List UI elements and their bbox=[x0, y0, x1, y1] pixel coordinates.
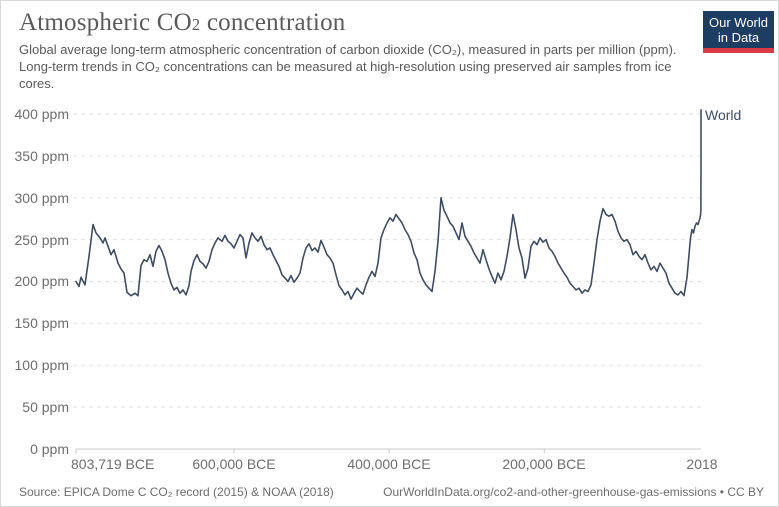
owid-url-link[interactable]: OurWorldInData.org/co2-and-other-greenho… bbox=[383, 485, 764, 499]
title-subscript: 2 bbox=[191, 15, 201, 34]
x-axis-tick-label: 803,719 BCE bbox=[71, 456, 155, 472]
y-axis-tick-label: 0 ppm bbox=[30, 441, 69, 457]
x-axis-tick-label: 600,000 BCE bbox=[192, 456, 276, 472]
y-axis-tick-label: 100 ppm bbox=[14, 357, 69, 373]
series-entity-label[interactable]: World bbox=[705, 107, 742, 123]
chart-subtitle: Global average long-term atmospheric con… bbox=[19, 42, 677, 91]
y-axis-tick-label: 150 ppm bbox=[14, 315, 69, 331]
y-axis-tick-label: 300 ppm bbox=[14, 190, 69, 206]
y-axis-tick-label: 400 ppm bbox=[14, 106, 69, 122]
y-axis-tick-label: 250 ppm bbox=[14, 232, 69, 248]
y-axis-tick-label: 50 ppm bbox=[22, 399, 69, 415]
logo-line-2: in Data bbox=[717, 29, 760, 45]
source-attribution: Source: EPICA Dome C CO₂ record (2015) &… bbox=[19, 485, 334, 499]
title-text: Atmospheric CO bbox=[19, 9, 192, 36]
logo-line-1: Our World bbox=[709, 14, 768, 30]
x-axis-tick-label: 200,000 BCE bbox=[502, 456, 586, 472]
x-axis-tick-label: 400,000 BCE bbox=[347, 456, 431, 472]
x-axis-tick-label: 2018 bbox=[686, 456, 718, 472]
y-axis-tick-label: 350 ppm bbox=[14, 148, 69, 164]
title-text-2: concentration bbox=[200, 9, 346, 36]
y-axis-tick-label: 200 ppm bbox=[14, 273, 69, 289]
world-series-line bbox=[75, 109, 702, 300]
owid-logo[interactable]: Our World in Data bbox=[703, 11, 774, 53]
page-title[interactable]: Atmospheric CO2 concentration bbox=[19, 9, 345, 37]
